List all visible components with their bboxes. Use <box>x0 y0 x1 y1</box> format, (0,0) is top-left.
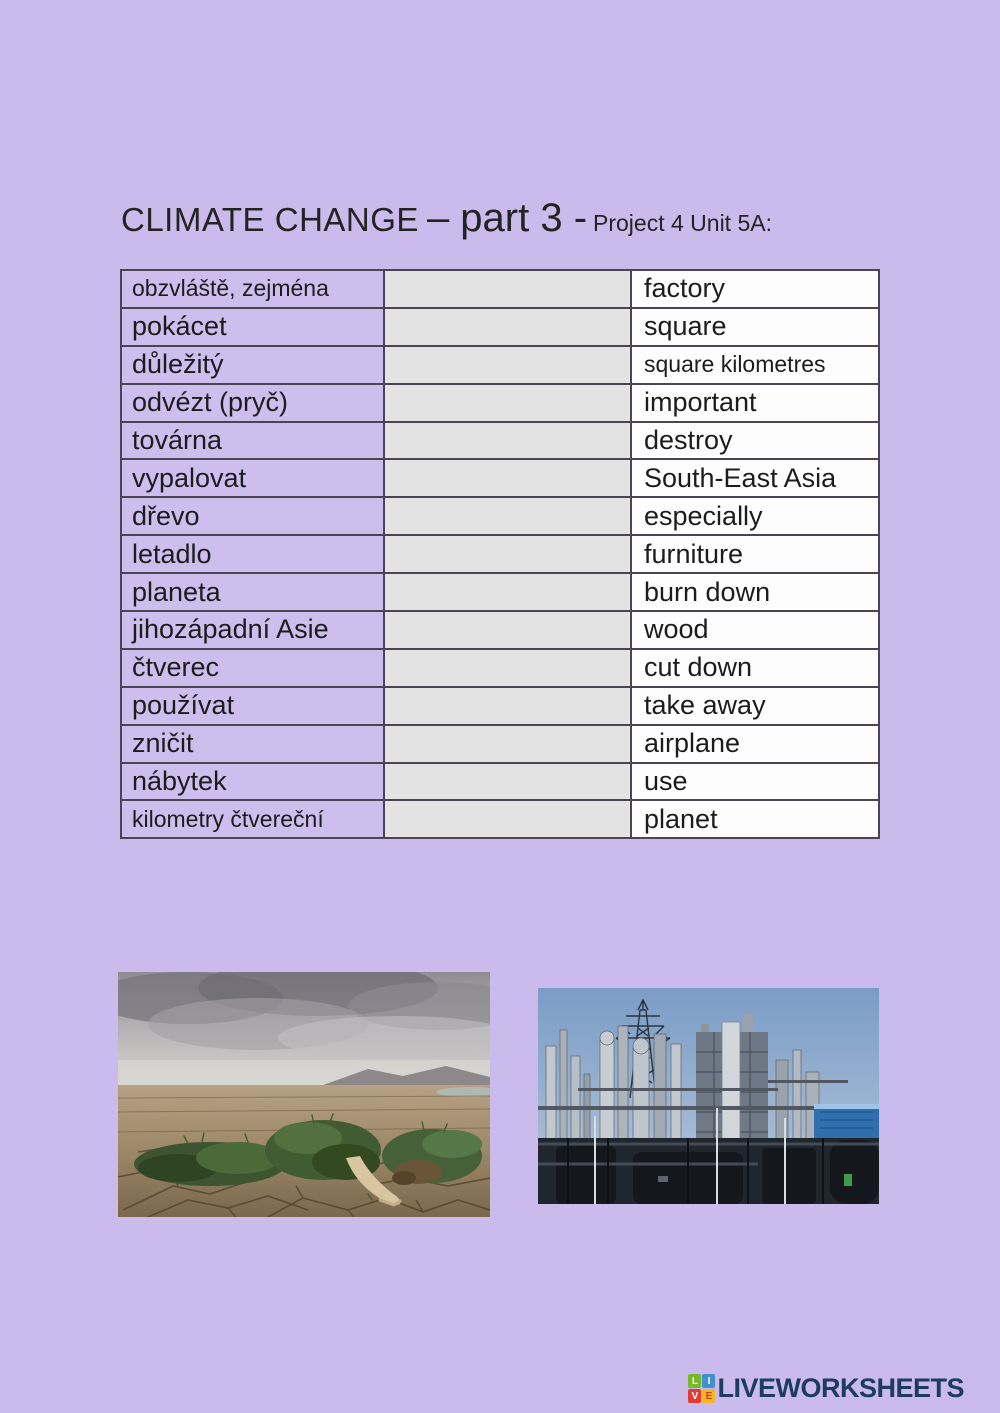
czech-term-cell: dřevo <box>120 496 385 537</box>
answer-box[interactable] <box>383 458 632 499</box>
english-term-cell: factory <box>630 269 880 309</box>
table-row: důležitý square kilometres <box>120 344 880 385</box>
czech-term-cell: kilometry čtvereční <box>120 799 385 840</box>
table-row: továrna destroy <box>120 420 880 461</box>
czech-term-cell: zničit <box>120 723 385 764</box>
answer-box[interactable] <box>383 534 632 575</box>
english-term-cell: airplane <box>630 723 880 764</box>
answer-box[interactable] <box>383 269 632 309</box>
english-term-cell: use <box>630 761 880 802</box>
factory-photo <box>538 988 879 1204</box>
english-term-cell: wood <box>630 610 880 650</box>
title-part: – part 3 - <box>426 196 588 240</box>
table-row: jihozápadní Asie wood <box>120 610 880 650</box>
czech-term-cell: letadlo <box>120 534 385 575</box>
table-row: odvézt (pryč) important <box>120 382 880 423</box>
english-term-cell: take away <box>630 685 880 726</box>
table-row: nábytek use <box>120 761 880 802</box>
logo-tile-v: V <box>688 1389 702 1403</box>
english-term-cell: square kilometres <box>630 344 880 385</box>
answer-box[interactable] <box>383 799 632 840</box>
logo-tile-l: L <box>688 1374 702 1388</box>
table-row: obzvláště, zejména factory <box>120 269 880 309</box>
answer-box[interactable] <box>383 344 632 385</box>
table-row: dřevo especially <box>120 496 880 537</box>
english-term-cell: cut down <box>630 647 880 688</box>
table-row: planeta burn down <box>120 572 880 613</box>
logo-tile-i: I <box>702 1374 716 1388</box>
table-row: letadlo furniture <box>120 534 880 575</box>
czech-term-cell: továrna <box>120 420 385 461</box>
english-term-cell: furniture <box>630 534 880 575</box>
czech-term-cell: čtverec <box>120 647 385 688</box>
czech-term-cell: jihozápadní Asie <box>120 610 385 650</box>
answer-box[interactable] <box>383 610 632 650</box>
english-term-cell: especially <box>630 496 880 537</box>
drought-landscape-photo <box>118 972 490 1217</box>
answer-box[interactable] <box>383 382 632 423</box>
czech-term-cell: planeta <box>120 572 385 613</box>
czech-term-cell: používat <box>120 685 385 726</box>
answer-box[interactable] <box>383 306 632 347</box>
czech-term-cell: nábytek <box>120 761 385 802</box>
english-term-cell: destroy <box>630 420 880 461</box>
drought-landscape-illustration <box>118 972 490 1217</box>
answer-box[interactable] <box>383 685 632 726</box>
czech-term-cell: obzvláště, zejména <box>120 269 385 309</box>
english-term-cell: important <box>630 382 880 423</box>
english-term-cell: planet <box>630 799 880 840</box>
title-main: CLIMATE CHANGE <box>121 201 419 238</box>
factory-illustration <box>538 988 879 1204</box>
czech-term-cell: odvézt (pryč) <box>120 382 385 423</box>
logo-tile-e: E <box>702 1389 716 1403</box>
czech-term-cell: pokácet <box>120 306 385 347</box>
page-title: CLIMATE CHANGE – part 3 - Project 4 Unit 5… <box>121 196 941 241</box>
czech-term-cell: důležitý <box>120 344 385 385</box>
table-row: zničit airplane <box>120 723 880 764</box>
english-term-cell: square <box>630 306 880 347</box>
table-row: vypalovat South-East Asia <box>120 458 880 499</box>
table-row: kilometry čtvereční planet <box>120 799 880 840</box>
table-row: používat take away <box>120 685 880 726</box>
liveworksheets-wordmark: LIVEWORKSHEETS <box>717 1373 964 1403</box>
english-term-cell: South-East Asia <box>630 458 880 499</box>
answer-box[interactable] <box>383 647 632 688</box>
table-row: čtverec cut down <box>120 647 880 688</box>
answer-box[interactable] <box>383 723 632 764</box>
vocab-table: obzvláště, zejména factory pokácet square dů… <box>120 269 880 840</box>
table-row: pokácet square <box>120 306 880 347</box>
title-subtitle: Project 4 Unit 5A: <box>593 210 772 236</box>
english-term-cell: burn down <box>630 572 880 613</box>
czech-term-cell: vypalovat <box>120 458 385 499</box>
answer-box[interactable] <box>383 761 632 802</box>
answer-box[interactable] <box>383 420 632 461</box>
answer-box[interactable] <box>383 496 632 537</box>
answer-box[interactable] <box>383 572 632 613</box>
